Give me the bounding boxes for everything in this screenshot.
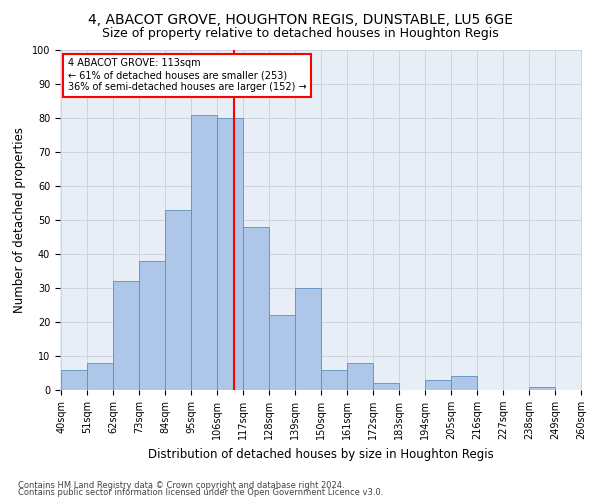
Bar bbox=[529, 386, 555, 390]
Bar bbox=[347, 363, 373, 390]
Bar bbox=[113, 281, 139, 390]
Bar bbox=[451, 376, 477, 390]
Bar bbox=[321, 370, 347, 390]
Bar bbox=[295, 288, 321, 390]
Text: Contains public sector information licensed under the Open Government Licence v3: Contains public sector information licen… bbox=[18, 488, 383, 497]
Text: Contains HM Land Registry data © Crown copyright and database right 2024.: Contains HM Land Registry data © Crown c… bbox=[18, 480, 344, 490]
Bar bbox=[217, 118, 243, 390]
Bar bbox=[243, 227, 269, 390]
X-axis label: Distribution of detached houses by size in Houghton Regis: Distribution of detached houses by size … bbox=[148, 448, 494, 460]
Bar bbox=[139, 261, 165, 390]
Bar bbox=[373, 383, 399, 390]
Text: Size of property relative to detached houses in Houghton Regis: Size of property relative to detached ho… bbox=[101, 28, 499, 40]
Y-axis label: Number of detached properties: Number of detached properties bbox=[13, 127, 26, 313]
Text: 4 ABACOT GROVE: 113sqm
← 61% of detached houses are smaller (253)
36% of semi-de: 4 ABACOT GROVE: 113sqm ← 61% of detached… bbox=[68, 58, 307, 92]
Bar bbox=[191, 114, 217, 390]
Bar bbox=[425, 380, 451, 390]
Bar bbox=[269, 315, 295, 390]
Bar bbox=[61, 370, 87, 390]
Text: 4, ABACOT GROVE, HOUGHTON REGIS, DUNSTABLE, LU5 6GE: 4, ABACOT GROVE, HOUGHTON REGIS, DUNSTAB… bbox=[88, 12, 512, 26]
Bar bbox=[165, 210, 191, 390]
Bar bbox=[87, 363, 113, 390]
